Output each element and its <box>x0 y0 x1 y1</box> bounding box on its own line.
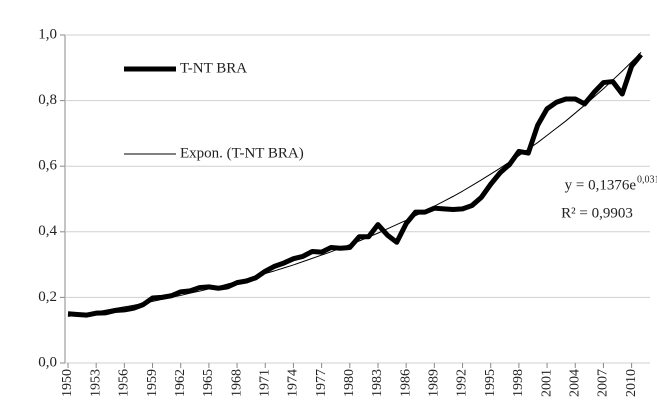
x-tick-label: 1971 <box>257 369 272 397</box>
series-line <box>67 53 643 318</box>
legend-label: Expon. (T-NT BRA) <box>180 145 304 161</box>
x-tick-label: 1986 <box>398 369 413 397</box>
x-tick-label: 1998 <box>511 369 526 397</box>
y-tick-label: 0,8 <box>38 92 57 108</box>
x-tick-label: 2004 <box>567 369 582 397</box>
y-tick-label: 1,0 <box>38 26 57 42</box>
x-tick-label: 1983 <box>370 369 385 397</box>
equation: y = 0,1376e <box>565 177 637 193</box>
equation-exponent: 0,0311x <box>637 174 657 185</box>
x-tick-label: 1995 <box>483 369 498 397</box>
y-tick-label: 0,2 <box>38 289 57 305</box>
y-tick-label: 0,4 <box>38 223 57 239</box>
x-tick-label: 1980 <box>342 369 357 397</box>
x-tick-label: 1956 <box>117 369 132 397</box>
x-tick-label: 1965 <box>201 369 216 397</box>
x-tick-label: 1968 <box>229 369 244 397</box>
x-tick-label: 1953 <box>88 369 103 397</box>
y-tick-label: 0,6 <box>38 158 57 174</box>
x-tick-label: 2007 <box>596 369 611 397</box>
x-tick-label: 1959 <box>145 369 160 397</box>
x-tick-label: 2001 <box>539 369 554 397</box>
y-tick-label: 0,0 <box>38 354 57 370</box>
r-squared: R² = 0,9903 <box>561 205 633 221</box>
x-tick-label: 1974 <box>286 369 301 397</box>
x-tick-label: 1977 <box>314 369 329 397</box>
x-tick-label: 1992 <box>455 369 470 397</box>
series-line <box>67 52 642 317</box>
x-tick-label: 2010 <box>624 369 639 397</box>
legend-label: T-NT BRA <box>180 60 247 76</box>
x-tick-label: 1962 <box>173 369 188 397</box>
x-tick-label: 1989 <box>427 369 442 397</box>
x-tick-label: 1950 <box>60 369 75 397</box>
